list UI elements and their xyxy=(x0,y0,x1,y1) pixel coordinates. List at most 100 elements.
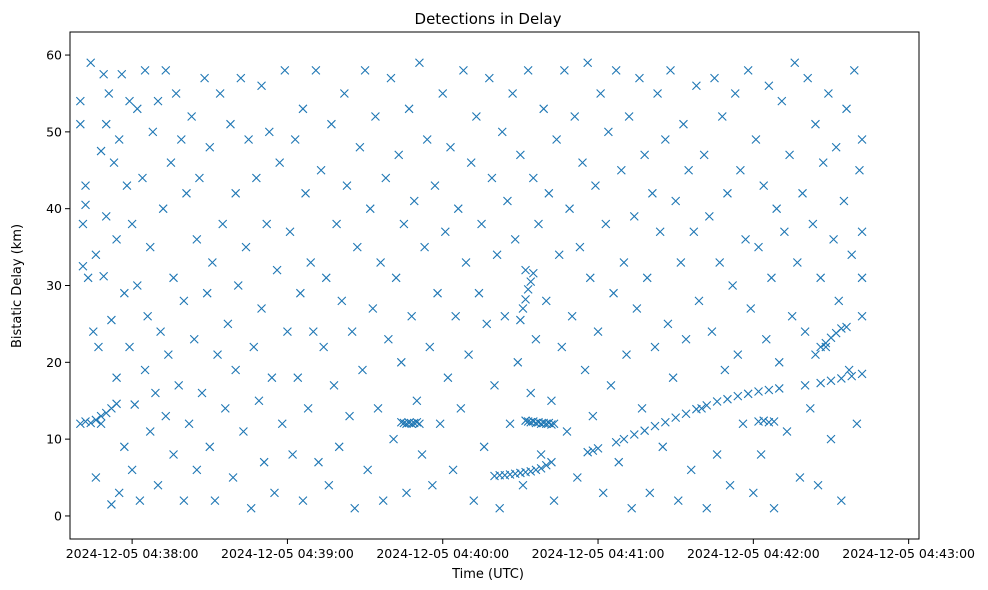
data-point-clutter-229 xyxy=(604,127,613,137)
data-point-clutter-72 xyxy=(205,142,215,152)
data-point-clutter-317 xyxy=(831,142,841,152)
data-point-clutter-112 xyxy=(301,188,310,198)
data-point-clutter-305 xyxy=(800,327,810,336)
data-point-clutter-17 xyxy=(101,211,111,221)
data-point-clutter-34 xyxy=(130,400,140,409)
data-point-clutter-209 xyxy=(552,135,562,144)
data-point-clutter-107 xyxy=(290,135,300,144)
data-point-clutter-290 xyxy=(761,334,771,344)
y-tick-label-2: 20 xyxy=(46,355,62,370)
data-point-track-5-20 xyxy=(800,380,810,390)
data-point-track-7-6 xyxy=(842,322,851,332)
data-point-track-5-12 xyxy=(702,400,712,410)
data-point-clutter-307 xyxy=(805,404,815,413)
data-point-clutter-293 xyxy=(769,503,779,513)
data-point-clutter-110 xyxy=(298,496,308,505)
data-point-clutter-261 xyxy=(686,465,696,475)
data-point-clutter-253 xyxy=(666,66,675,75)
data-point-clutter-216 xyxy=(570,112,580,121)
data-point-clutter-137 xyxy=(365,204,375,214)
data-point-track-5-5 xyxy=(629,430,639,439)
data-point-clutter-191 xyxy=(505,419,515,429)
data-point-clutter-37 xyxy=(135,496,145,505)
data-point-clutter-234 xyxy=(616,165,626,175)
data-point-clutter-166 xyxy=(440,227,450,237)
data-point-clutter-177 xyxy=(469,496,479,505)
data-point-clutter-73 xyxy=(207,258,217,267)
data-point-clutter-0 xyxy=(75,96,85,106)
data-point-track-5-4 xyxy=(619,434,629,444)
data-point-clutter-282 xyxy=(741,235,750,244)
data-point-track-5-24 xyxy=(847,371,857,381)
data-point-clutter-190 xyxy=(503,196,512,206)
data-point-clutter-300 xyxy=(787,311,797,321)
data-point-clutter-43 xyxy=(145,242,155,252)
data-point-clutter-12 xyxy=(96,146,106,156)
data-point-clutter-92 xyxy=(254,396,264,406)
data-point-clutter-16 xyxy=(101,119,111,129)
data-point-clutter-296 xyxy=(777,96,787,106)
data-point-clutter-148 xyxy=(394,150,404,160)
data-point-clutter-53 xyxy=(166,158,176,167)
data-point-clutter-36 xyxy=(132,104,142,114)
data-point-clutter-321 xyxy=(842,104,851,114)
data-point-clutter-146 xyxy=(389,434,398,444)
data-point-clutter-255 xyxy=(671,196,681,206)
data-point-clutter-51 xyxy=(161,66,171,75)
data-point-clutter-140 xyxy=(373,404,383,413)
data-point-clutter-122 xyxy=(327,119,336,129)
data-point-clutter-3 xyxy=(78,261,88,271)
data-point-clutter-289 xyxy=(759,181,769,191)
data-point-clutter-221 xyxy=(583,58,593,68)
data-point-clutter-134 xyxy=(358,365,367,375)
data-point-track-4-10 xyxy=(541,460,551,470)
data-point-clutter-79 xyxy=(223,319,233,329)
data-point-track-3-0 xyxy=(521,416,530,426)
data-point-clutter-2 xyxy=(78,219,88,229)
data-point-clutter-222 xyxy=(585,273,595,283)
data-point-clutter-283 xyxy=(743,66,753,75)
data-point-clutter-56 xyxy=(171,89,181,98)
data-point-clutter-299 xyxy=(785,150,794,160)
data-point-clutter-102 xyxy=(277,419,287,429)
data-point-clutter-154 xyxy=(409,196,419,206)
y-tick-label-0: 0 xyxy=(54,508,62,523)
data-point-clutter-76 xyxy=(215,89,225,98)
x-axis-title: Time (UTC) xyxy=(451,567,524,582)
data-point-clutter-31 xyxy=(125,96,134,106)
data-point-clutter-119 xyxy=(319,342,329,352)
data-point-clutter-211 xyxy=(557,342,567,352)
data-point-clutter-192 xyxy=(508,89,518,98)
y-tick-label-4: 40 xyxy=(46,201,62,216)
data-point-track-5-15 xyxy=(733,391,743,401)
data-point-clutter-128 xyxy=(342,181,352,191)
data-point-track-5-10 xyxy=(681,409,691,419)
data-point-clutter-65 xyxy=(192,235,202,244)
data-point-clutter-273 xyxy=(717,112,727,121)
data-point-track-5-1 xyxy=(588,446,598,456)
data-point-track-5-7 xyxy=(650,421,660,431)
data-point-clutter-279 xyxy=(733,350,743,360)
data-point-track-5-6 xyxy=(640,426,650,436)
data-point-clutter-114 xyxy=(306,258,316,267)
x-tick-label-2: 2024-12-05 04:40:00 xyxy=(376,546,509,561)
y-axis-title: Bistatic Delay (km) xyxy=(10,224,25,348)
y-tick-label-1: 10 xyxy=(46,432,62,447)
data-point-clutter-259 xyxy=(681,334,691,344)
data-point-track-8-5 xyxy=(528,268,538,278)
data-point-clutter-151 xyxy=(402,488,411,498)
data-point-track-8-4 xyxy=(526,277,536,287)
data-point-track-7-5 xyxy=(836,324,846,333)
data-point-clutter-153 xyxy=(407,311,417,321)
data-point-clutter-78 xyxy=(220,404,230,413)
data-point-clutter-254 xyxy=(668,373,678,383)
data-point-track-5-3 xyxy=(611,437,621,447)
data-point-clutter-28 xyxy=(119,442,129,452)
data-point-clutter-325 xyxy=(852,419,862,429)
data-point-clutter-4 xyxy=(81,200,90,210)
data-point-clutter-197 xyxy=(521,265,530,275)
data-point-clutter-306 xyxy=(803,73,813,83)
data-point-clutter-302 xyxy=(792,258,802,267)
data-point-clutter-59 xyxy=(179,496,189,505)
data-point-track-7-0 xyxy=(811,350,820,360)
